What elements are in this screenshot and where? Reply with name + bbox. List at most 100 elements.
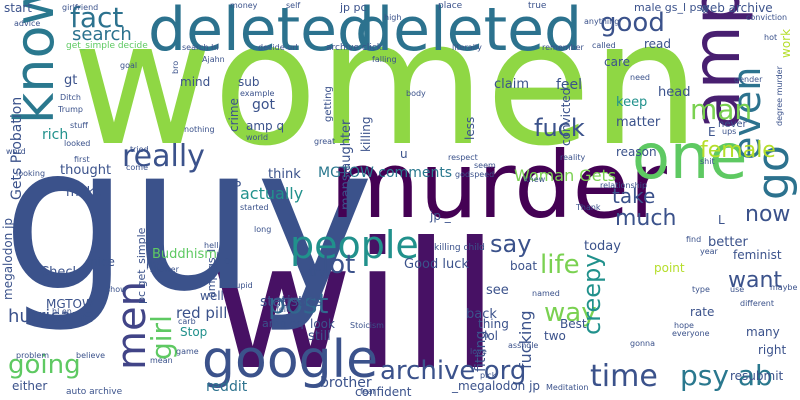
word: goal	[120, 61, 138, 70]
word: take	[612, 184, 656, 208]
word: example	[240, 89, 275, 98]
word: deleted	[355, 0, 583, 65]
word: lot	[322, 250, 356, 280]
word: either	[12, 379, 48, 393]
word: hell	[204, 241, 219, 250]
word: fear	[360, 387, 376, 396]
word: women	[72, 0, 701, 184]
word: game	[176, 347, 199, 356]
word: year	[700, 247, 718, 256]
word: shower	[150, 265, 179, 274]
word: today	[584, 239, 621, 254]
word: MGTOW comments	[318, 165, 453, 181]
word: make	[66, 185, 102, 200]
word: red pill	[176, 304, 228, 322]
word: keep	[616, 95, 648, 110]
word: psy ab	[680, 359, 773, 392]
word: decide url	[258, 43, 298, 52]
word: advice	[14, 19, 41, 28]
word: first	[74, 155, 90, 164]
word: right	[758, 343, 787, 357]
word: people	[290, 223, 419, 267]
word: google	[202, 330, 379, 390]
word: stuff	[70, 121, 88, 130]
word: everyone	[672, 329, 710, 338]
word: much	[615, 206, 677, 231]
word: fact	[70, 1, 124, 34]
word: fuck	[534, 114, 585, 142]
word: place	[438, 1, 463, 11]
word: amp gs_l	[205, 248, 218, 298]
word: Meditation	[546, 383, 589, 392]
word: relationship	[600, 181, 648, 190]
word: megalodon jp	[1, 217, 15, 300]
word: P	[234, 179, 242, 193]
word: say	[490, 230, 532, 258]
word: back	[466, 307, 497, 322]
word: hl en	[52, 307, 72, 316]
word: L	[718, 213, 725, 227]
word: show	[106, 285, 127, 294]
word: ups	[722, 127, 737, 136]
word: felt	[276, 305, 290, 314]
word: use	[730, 285, 745, 294]
word: thing	[478, 317, 509, 331]
word: reddit	[206, 379, 248, 395]
word: crime	[227, 98, 241, 132]
word: amp q	[246, 119, 285, 133]
word: way	[544, 298, 597, 328]
word: Stop	[180, 325, 208, 339]
word: great	[314, 137, 336, 146]
word: never	[718, 119, 747, 130]
word: search hl	[182, 43, 219, 52]
word: amp oq	[262, 317, 304, 330]
word: rich	[42, 127, 69, 143]
word: nothing	[184, 125, 215, 134]
word: falling	[372, 55, 397, 64]
word: jp _	[430, 209, 451, 223]
word: sub	[238, 75, 260, 89]
word: Ajahn	[202, 55, 225, 64]
word: killing child	[434, 243, 485, 253]
word: archive org	[380, 356, 527, 386]
word: Ditch	[60, 93, 81, 102]
word: going	[8, 350, 81, 380]
word: got	[252, 97, 275, 113]
word: u	[400, 147, 408, 161]
word: two	[544, 329, 566, 343]
word: _megalodon jp	[452, 379, 541, 393]
word: now	[745, 202, 791, 227]
word: bro	[171, 60, 180, 74]
word: long	[254, 225, 272, 234]
word: true	[528, 1, 547, 11]
word: feminist	[733, 248, 782, 262]
word: Trump	[58, 105, 83, 114]
word: money	[230, 1, 258, 10]
word: fucking	[516, 310, 535, 369]
word: killing	[359, 116, 373, 152]
word: good	[600, 8, 665, 38]
word: respect	[448, 153, 478, 162]
word: E	[708, 125, 716, 139]
word: called	[592, 41, 616, 50]
word: type	[692, 285, 710, 294]
word: nice	[90, 255, 115, 269]
word: lol	[484, 329, 499, 343]
word: Check	[40, 265, 80, 280]
word: archive click	[326, 43, 383, 53]
word: come	[126, 163, 149, 172]
word: stupid	[228, 281, 253, 290]
word: asshole	[508, 341, 539, 350]
word: hope	[674, 321, 694, 330]
word: girl	[145, 315, 178, 360]
word: Best	[560, 317, 587, 331]
word: world	[246, 133, 269, 142]
word: looked	[64, 139, 91, 148]
word: male gs_l psy	[634, 1, 709, 14]
word: remember	[542, 43, 584, 52]
word: problem	[16, 351, 50, 360]
word: body	[406, 89, 426, 98]
word: seem	[474, 161, 496, 170]
word: see	[486, 283, 509, 298]
word: rate	[690, 305, 715, 319]
